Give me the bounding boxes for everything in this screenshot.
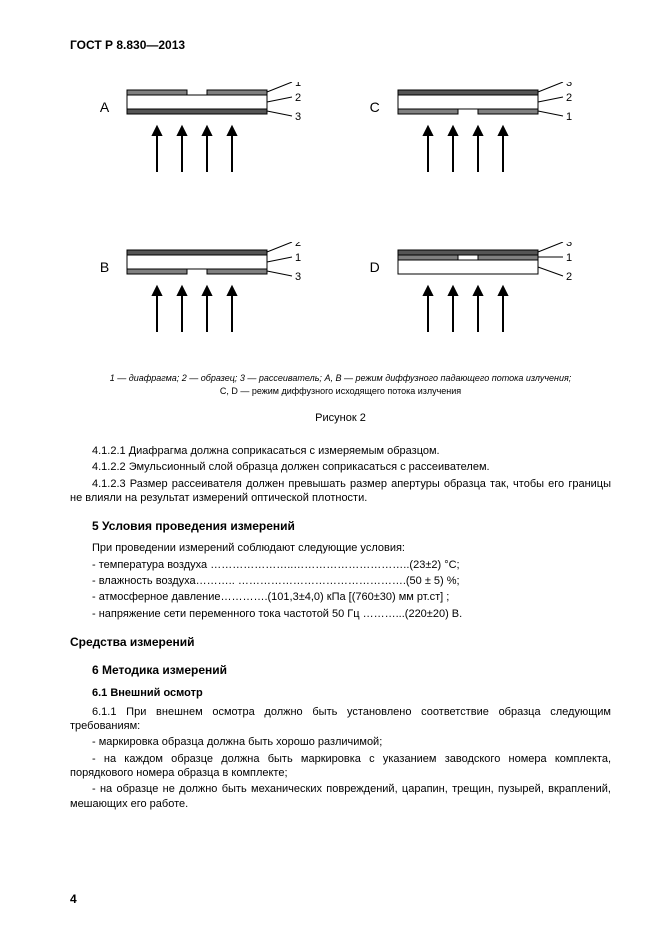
svg-text:1: 1 [566,111,572,123]
svg-text:1: 1 [295,252,301,264]
subfig-C: C 3 2 1 [364,82,588,182]
diagram-C: 3 2 1 [388,82,588,182]
svg-text:3: 3 [295,111,301,123]
p-611: 6.1.1 При внешнем осмотра должно быть ус… [70,705,611,734]
subfig-label-D: D [364,259,380,325]
diagram-A: 1 2 3 [117,82,317,182]
diagram-B: 2 1 3 [117,242,317,342]
heading-means: Средства измерений [70,635,611,649]
figure-row-bottom: В 2 1 3 [90,242,591,342]
svg-text:1: 1 [295,82,301,89]
p-4121: 4.1.2.1 Диафрагма должна соприкасаться с… [70,444,611,458]
heading-6-1: 6.1 Внешний осмотр [92,687,611,699]
subfig-D: D 3 1 2 [364,242,588,342]
svg-text:2: 2 [295,242,301,249]
cond-2: - влажность воздуха……….. ………………………………………… [70,574,611,588]
body-text: 4.1.2.1 Диафрагма должна соприкасаться с… [70,444,611,811]
svg-text:3: 3 [295,271,301,283]
figure-row-top: А 1 2 3 [90,82,591,182]
legend-line1: 1 — диафрагма; 2 — образец; 3 — рассеива… [110,373,572,383]
heading-5: 5 Условия проведения измерений [92,519,611,533]
doc-header: ГОСТ Р 8.830—2013 [70,38,611,52]
cond-4: - напряжение сети переменного тока часто… [70,607,611,621]
svg-text:1: 1 [566,252,572,264]
cond-3: - атмосферное давление………….(101,3±4,0) к… [70,590,611,604]
p-611a: - маркировка образца должна быть хорошо … [70,735,611,749]
svg-text:3: 3 [566,82,572,89]
svg-text:2: 2 [295,92,301,104]
subfig-label-A: А [93,99,109,165]
subfig-label-C: C [364,99,380,165]
heading-6: 6 Методика измерений [92,663,611,677]
svg-text:2: 2 [566,92,572,104]
p-611b: - на каждом образце должна быть маркиров… [70,752,611,781]
figure-caption: Рисунок 2 [70,412,611,424]
p-611c: - на образце не должно быть механических… [70,782,611,811]
figure-2: А 1 2 3 [70,82,611,342]
p-4122: 4.1.2.2 Эмульсионный слой образца должен… [70,460,611,474]
legend-line2: С, D — режим диффузного исходящего поток… [220,386,461,396]
subfig-B: В 2 1 3 [93,242,317,342]
diagram-D: 3 1 2 [388,242,588,342]
subfig-label-B: В [93,259,109,325]
svg-text:2: 2 [566,271,572,283]
page: ГОСТ Р 8.830—2013 А 1 [0,0,661,936]
cond-1: - температура воздуха …………………..………………………… [70,558,611,572]
page-number: 4 [70,892,77,906]
svg-text:3: 3 [566,242,572,249]
p-cond-intro: При проведении измерений соблюдают следу… [70,541,611,555]
p-4123: 4.1.2.3 Размер рассеивателя должен превы… [70,477,611,506]
subfig-A: А 1 2 3 [93,82,317,182]
figure-legend: 1 — диафрагма; 2 — образец; 3 — рассеива… [70,372,611,397]
